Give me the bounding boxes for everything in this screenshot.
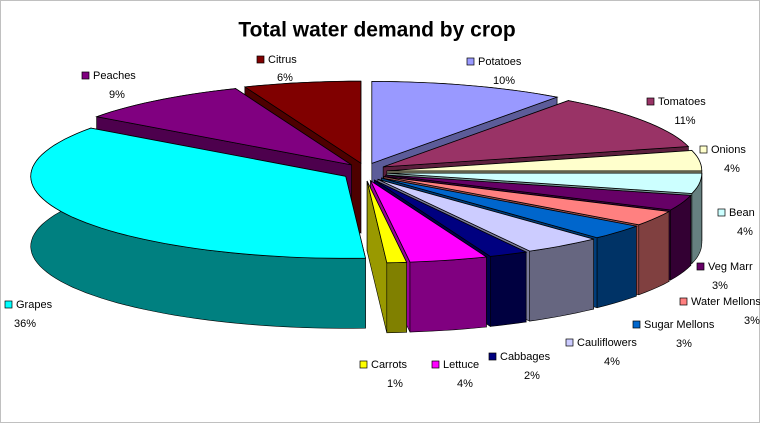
- slice: [386, 150, 703, 172]
- legend-swatch: [696, 262, 705, 271]
- value-label: 4%: [604, 356, 620, 368]
- slice: [30, 127, 367, 259]
- slice-label: Onions: [711, 144, 746, 156]
- value-label: 6%: [277, 72, 293, 84]
- legend-swatch: [4, 300, 13, 309]
- slice-side: [386, 261, 407, 334]
- value-label: 9%: [109, 89, 125, 101]
- slice-label: Carrots: [371, 359, 408, 371]
- slice: [243, 80, 362, 164]
- value-label: 2%: [524, 370, 540, 382]
- chart-title: Total water demand by crop: [238, 19, 515, 42]
- legend-swatch: [488, 352, 497, 361]
- slice: [383, 100, 690, 168]
- slice-label: Lettuce: [443, 359, 479, 371]
- legend-swatch: [679, 297, 688, 306]
- slice-label: Cauliflowers: [577, 337, 637, 349]
- slice: [374, 179, 528, 257]
- value-label: 3%: [744, 315, 760, 327]
- value-label: 36%: [14, 318, 36, 330]
- slice-label: Sugar Mellons: [644, 319, 715, 331]
- slice: [366, 180, 408, 264]
- slice: [369, 179, 488, 263]
- value-label: 3%: [676, 338, 692, 350]
- slice-label: Peaches: [93, 70, 136, 82]
- slice-label: Grapes: [16, 299, 53, 311]
- value-label: 4%: [737, 226, 753, 238]
- slice-label: Water Mellons: [691, 296, 760, 308]
- slice: [386, 172, 703, 194]
- legend-swatch: [699, 145, 708, 154]
- slice-side: [529, 238, 594, 322]
- slice-label: Potatoes: [478, 56, 522, 68]
- legend-swatch: [359, 360, 368, 369]
- slice-side: [489, 251, 527, 327]
- legend-swatch: [81, 71, 90, 80]
- slice-label: Veg Marr: [708, 261, 753, 273]
- slice-label: Bean: [729, 207, 755, 219]
- legend-swatch: [646, 97, 655, 106]
- value-label: 4%: [724, 163, 740, 175]
- value-label: 1%: [387, 378, 403, 390]
- slice: [377, 178, 594, 252]
- legend-swatch: [466, 57, 475, 66]
- value-label: 11%: [674, 115, 695, 127]
- legend-swatch: [431, 360, 440, 369]
- value-label: 3%: [712, 280, 728, 292]
- slice: [371, 80, 559, 164]
- legend-swatch: [632, 320, 641, 329]
- slice-label: Citrus: [268, 54, 297, 66]
- legend-swatch: [717, 208, 726, 217]
- slice-side: [638, 211, 670, 296]
- slice: [385, 174, 692, 211]
- slice-side: [596, 225, 637, 309]
- slice-label: Tomatoes: [658, 96, 706, 108]
- slice: [383, 176, 671, 226]
- slice: [95, 88, 352, 166]
- legend-swatch: [256, 55, 265, 64]
- slice: [381, 177, 638, 239]
- slice-side: [409, 256, 487, 333]
- legend-swatch: [565, 338, 574, 347]
- slice-label: Cabbages: [500, 351, 551, 363]
- value-label: 4%: [457, 378, 473, 390]
- value-label: 10%: [493, 75, 515, 87]
